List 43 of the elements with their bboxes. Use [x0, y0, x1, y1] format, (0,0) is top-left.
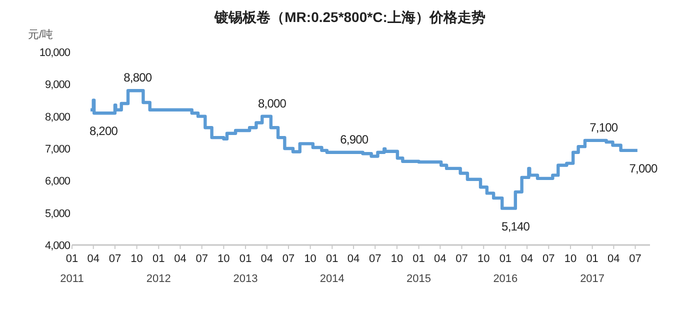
- y-tick-label: 8,000: [44, 111, 70, 124]
- x-tick-label: 01 2016: [493, 253, 518, 285]
- x-tick-label: 04: [608, 253, 620, 265]
- annotation: 7,100: [590, 120, 618, 134]
- x-tick-label: 04: [87, 253, 100, 265]
- x-tick-label: 07: [456, 253, 468, 265]
- x-tick-label: 07: [629, 253, 642, 265]
- x-tick-label: 04: [347, 253, 360, 265]
- x-tick-label: 10: [390, 253, 404, 265]
- annotation: 8,000: [258, 96, 287, 110]
- annotation: 5,140: [502, 219, 530, 234]
- x-tick-label: 10: [477, 253, 490, 265]
- x-tick-label: 10: [218, 253, 230, 265]
- x-tick-label: 01 2012: [146, 253, 171, 285]
- x-tick-label: 04: [434, 253, 446, 265]
- x-tick-label: 04: [174, 253, 186, 265]
- x-tick-label: 07: [196, 253, 208, 265]
- x-tick-label: 04: [260, 253, 274, 265]
- x-tick-label: 10: [564, 253, 577, 265]
- y-tick-label: 10,000: [39, 47, 70, 59]
- y-tick-label: 7,000: [44, 144, 70, 156]
- x-tick-label: 01 2013: [233, 253, 258, 285]
- chart-title: 镀锡板卷（MR:0.25*800*C:上海）价格走势: [214, 9, 486, 25]
- x-tick-label: 01 2015: [406, 253, 432, 285]
- x-tick-label: 10: [304, 253, 316, 265]
- x-tick-label: 07: [108, 253, 122, 265]
- y-tick-label: 4,000: [44, 240, 70, 252]
- x-tick-label: 07: [369, 253, 382, 265]
- y-tick-label: 6,000: [44, 176, 70, 188]
- annotation: 8,800: [124, 70, 152, 85]
- annotation: 8,200: [89, 124, 118, 138]
- x-tick-label: 01 2014: [320, 253, 344, 285]
- y-axis-title: 元/吨: [28, 28, 54, 41]
- x-tick-label: 01 2017: [580, 253, 605, 285]
- x-tick-label: 07: [542, 253, 555, 265]
- annotation: 7,000: [629, 161, 658, 176]
- y-tick-label: 5,000: [44, 208, 70, 220]
- x-tick-label: 07: [282, 253, 295, 265]
- x-tick-label: 10: [130, 253, 143, 265]
- x-tick-label: 04: [520, 253, 534, 265]
- y-tick-label: 9,000: [44, 79, 70, 92]
- annotation: 6,900: [340, 132, 369, 146]
- x-tick-label: 01 2011: [60, 253, 84, 285]
